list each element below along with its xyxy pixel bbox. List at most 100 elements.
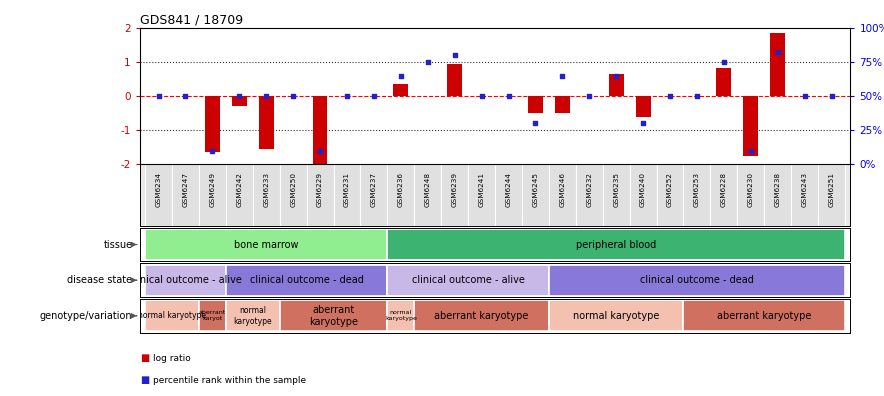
Text: clinical outcome - dead: clinical outcome - dead [249, 275, 363, 285]
Text: disease state: disease state [67, 275, 133, 285]
Text: GSM6253: GSM6253 [694, 172, 700, 207]
Bar [307, 164, 333, 226]
Text: GSM6251: GSM6251 [828, 172, 834, 207]
Text: GSM6229: GSM6229 [317, 172, 323, 207]
Text: clinical outcome - alive: clinical outcome - alive [129, 275, 242, 285]
Point [501, 93, 515, 99]
Text: ■: ■ [140, 375, 149, 385]
Bar [393, 84, 408, 96]
Bar [495, 164, 522, 226]
Text: normal karyotype: normal karyotype [573, 311, 659, 321]
Point [339, 93, 354, 99]
Text: GSM6247: GSM6247 [182, 172, 188, 207]
Text: GSM6233: GSM6233 [263, 172, 270, 207]
Point [825, 93, 839, 99]
Bar [145, 229, 387, 260]
Bar [387, 265, 549, 296]
Bar [225, 300, 279, 331]
Bar [683, 300, 845, 331]
Point [421, 59, 435, 65]
Point [475, 93, 489, 99]
Point [797, 93, 812, 99]
Text: GSM6232: GSM6232 [586, 172, 592, 207]
Point [717, 59, 731, 65]
Text: normal
karyotype: normal karyotype [233, 306, 272, 326]
Bar [716, 68, 731, 96]
Text: aberrant karyotype: aberrant karyotype [434, 311, 529, 321]
Point [663, 93, 677, 99]
Text: aberrant
karyot: aberrant karyot [199, 310, 226, 321]
Bar [657, 164, 683, 226]
Text: peripheral blood: peripheral blood [576, 240, 656, 249]
Point [583, 93, 597, 99]
Text: GSM6244: GSM6244 [506, 172, 512, 207]
Point [529, 120, 543, 126]
Bar [232, 96, 247, 106]
Bar [333, 164, 361, 226]
Point [367, 93, 381, 99]
Text: tissue: tissue [103, 240, 133, 249]
Text: GSM6245: GSM6245 [532, 172, 538, 207]
Text: GSM6242: GSM6242 [236, 172, 242, 207]
Text: GSM6246: GSM6246 [560, 172, 566, 207]
Bar [528, 96, 543, 113]
Bar [636, 96, 651, 117]
Bar [225, 164, 253, 226]
Bar [549, 300, 683, 331]
Point [555, 72, 569, 79]
Bar [361, 164, 387, 226]
Text: genotype/variation: genotype/variation [40, 311, 133, 321]
Text: GSM6240: GSM6240 [640, 172, 646, 207]
Text: normal karyotype: normal karyotype [138, 311, 206, 320]
Bar [711, 164, 737, 226]
Bar [172, 164, 199, 226]
Bar [145, 300, 199, 331]
Bar [522, 164, 549, 226]
Text: normal
karyotype: normal karyotype [385, 310, 416, 321]
Bar [225, 265, 387, 296]
Point [286, 93, 301, 99]
Text: ■: ■ [140, 353, 149, 364]
Text: clinical outcome - alive: clinical outcome - alive [412, 275, 524, 285]
Text: GSM6243: GSM6243 [802, 172, 808, 207]
Bar [199, 164, 225, 226]
Bar [145, 265, 225, 296]
Bar [415, 300, 549, 331]
Text: GSM6241: GSM6241 [478, 172, 484, 207]
Bar [199, 300, 225, 331]
Bar [818, 164, 845, 226]
Bar [145, 164, 172, 226]
Text: aberrant
karyotype: aberrant karyotype [309, 305, 358, 327]
Bar [770, 33, 785, 96]
Bar [415, 164, 441, 226]
Bar [549, 164, 575, 226]
Bar [683, 164, 711, 226]
Bar [259, 96, 274, 149]
Text: GSM6228: GSM6228 [720, 172, 727, 207]
Point [771, 49, 785, 55]
Text: GDS841 / 18709: GDS841 / 18709 [140, 13, 243, 27]
Text: GSM6250: GSM6250 [290, 172, 296, 207]
Bar [609, 74, 623, 96]
Point [636, 120, 651, 126]
Bar [549, 265, 845, 296]
Point [179, 93, 193, 99]
Point [609, 72, 623, 79]
Bar [441, 164, 469, 226]
Point [743, 147, 758, 154]
Text: percentile rank within the sample: percentile rank within the sample [153, 376, 306, 385]
Point [232, 93, 247, 99]
Bar [253, 164, 279, 226]
Point [447, 52, 461, 58]
Text: GSM6238: GSM6238 [774, 172, 781, 207]
Text: GSM6236: GSM6236 [398, 172, 404, 207]
Bar [279, 300, 387, 331]
Bar [387, 300, 415, 331]
Bar [737, 164, 765, 226]
Text: GSM6234: GSM6234 [156, 172, 162, 207]
Text: bone marrow: bone marrow [234, 240, 299, 249]
Point [313, 147, 327, 154]
Bar [469, 164, 495, 226]
Text: GSM6252: GSM6252 [667, 172, 673, 207]
Bar [791, 164, 818, 226]
